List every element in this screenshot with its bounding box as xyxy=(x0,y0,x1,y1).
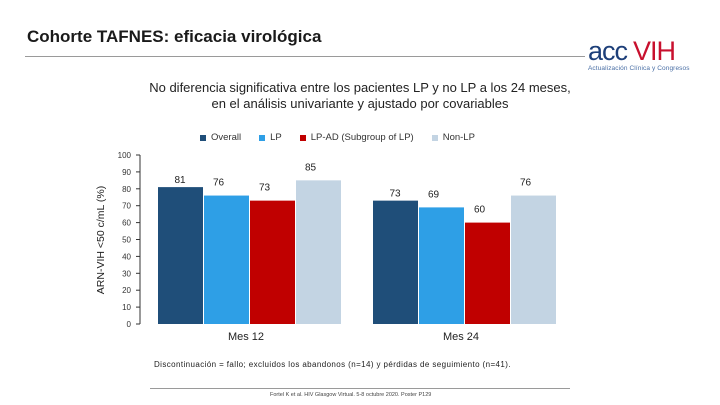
data-label-lp_ad-mes24: 60 xyxy=(474,205,486,216)
y-axis-label: ARN-VIH <50 c/mL (%) xyxy=(95,186,107,294)
chart-legend: Overall LP LP-AD (Subgroup of LP) Non-LP xyxy=(200,132,475,143)
data-label-overall-mes12: 81 xyxy=(174,175,186,186)
y-tick-label: 90 xyxy=(122,168,131,177)
y-tick-label: 20 xyxy=(122,286,131,295)
data-label-lp-mes24: 69 xyxy=(428,189,440,200)
y-tick-label: 10 xyxy=(122,303,131,312)
legend-label-lp-ad: LP-AD (Subgroup of LP) xyxy=(310,132,414,143)
data-label-lp_ad-mes12: 73 xyxy=(259,183,271,194)
y-tick-label: 0 xyxy=(127,320,132,329)
subtitle-line-1: No diferencia significativa entre los pa… xyxy=(149,80,571,95)
y-tick-label: 60 xyxy=(122,219,131,228)
bar-non_lp-mes12 xyxy=(296,180,341,324)
legend-label-lp: LP xyxy=(270,132,282,143)
legend-label-overall: Overall xyxy=(211,132,242,143)
page-title: Cohorte TAFNES: eficacia virológica xyxy=(27,27,322,46)
logo-acc-text: acc xyxy=(588,36,628,66)
footnote: Discontinuación = fallo; excluidos los a… xyxy=(154,360,511,369)
data-label-non_lp-mes24: 76 xyxy=(520,178,532,189)
y-tick-label: 80 xyxy=(122,185,131,194)
logo-tagline: Actualización Clínica y Congresos xyxy=(588,65,690,72)
y-tick-label: 50 xyxy=(122,236,131,245)
title-divider xyxy=(25,56,585,57)
legend-item-lp: LP xyxy=(259,132,282,143)
subtitle-line-2: en el análisis univariante y ajustado po… xyxy=(211,96,509,111)
data-label-lp-mes12: 76 xyxy=(213,178,225,189)
y-tick-label: 30 xyxy=(122,269,131,278)
y-tick-label: 100 xyxy=(118,151,132,160)
legend-item-overall: Overall xyxy=(200,132,241,143)
legend-swatch-overall xyxy=(200,134,206,141)
y-tick-label: 40 xyxy=(122,252,131,261)
y-tick-label: 70 xyxy=(122,202,131,211)
reference-divider xyxy=(150,388,570,389)
bar-overall-mes12 xyxy=(158,187,203,324)
legend-swatch-lp xyxy=(259,134,266,141)
acc-vih-logo: acc VIH Actualización Clínica y Congreso… xyxy=(588,37,706,77)
x-category-label-mes24: Mes 24 xyxy=(443,331,479,343)
data-label-non_lp-mes12: 85 xyxy=(305,162,317,173)
legend-label-non-lp: Non-LP xyxy=(442,132,475,143)
bar-lp_ad-mes12 xyxy=(250,200,295,324)
data-label-overall-mes24: 73 xyxy=(389,189,401,200)
legend-swatch-non-lp xyxy=(431,134,438,141)
bar-non_lp-mes24 xyxy=(511,195,556,324)
chart-subtitle: No diferencia significativa entre los pa… xyxy=(110,80,610,112)
reference-citation: Fortel K et al. HIV Glasgow Virtual. 5-8… xyxy=(270,392,432,398)
bar-lp_ad-mes24 xyxy=(465,222,510,324)
legend-item-lp-ad: LP-AD (Subgroup of LP) xyxy=(299,132,414,143)
bar-lp-mes24 xyxy=(419,207,464,324)
bar-overall-mes24 xyxy=(373,200,418,324)
logo-vih-text: VIH xyxy=(633,36,676,66)
legend-item-non-lp: Non-LP xyxy=(431,132,475,143)
x-category-label-mes12: Mes 12 xyxy=(228,331,264,343)
legend-swatch-lp-ad xyxy=(299,134,306,141)
bar-lp-mes12 xyxy=(204,195,249,324)
